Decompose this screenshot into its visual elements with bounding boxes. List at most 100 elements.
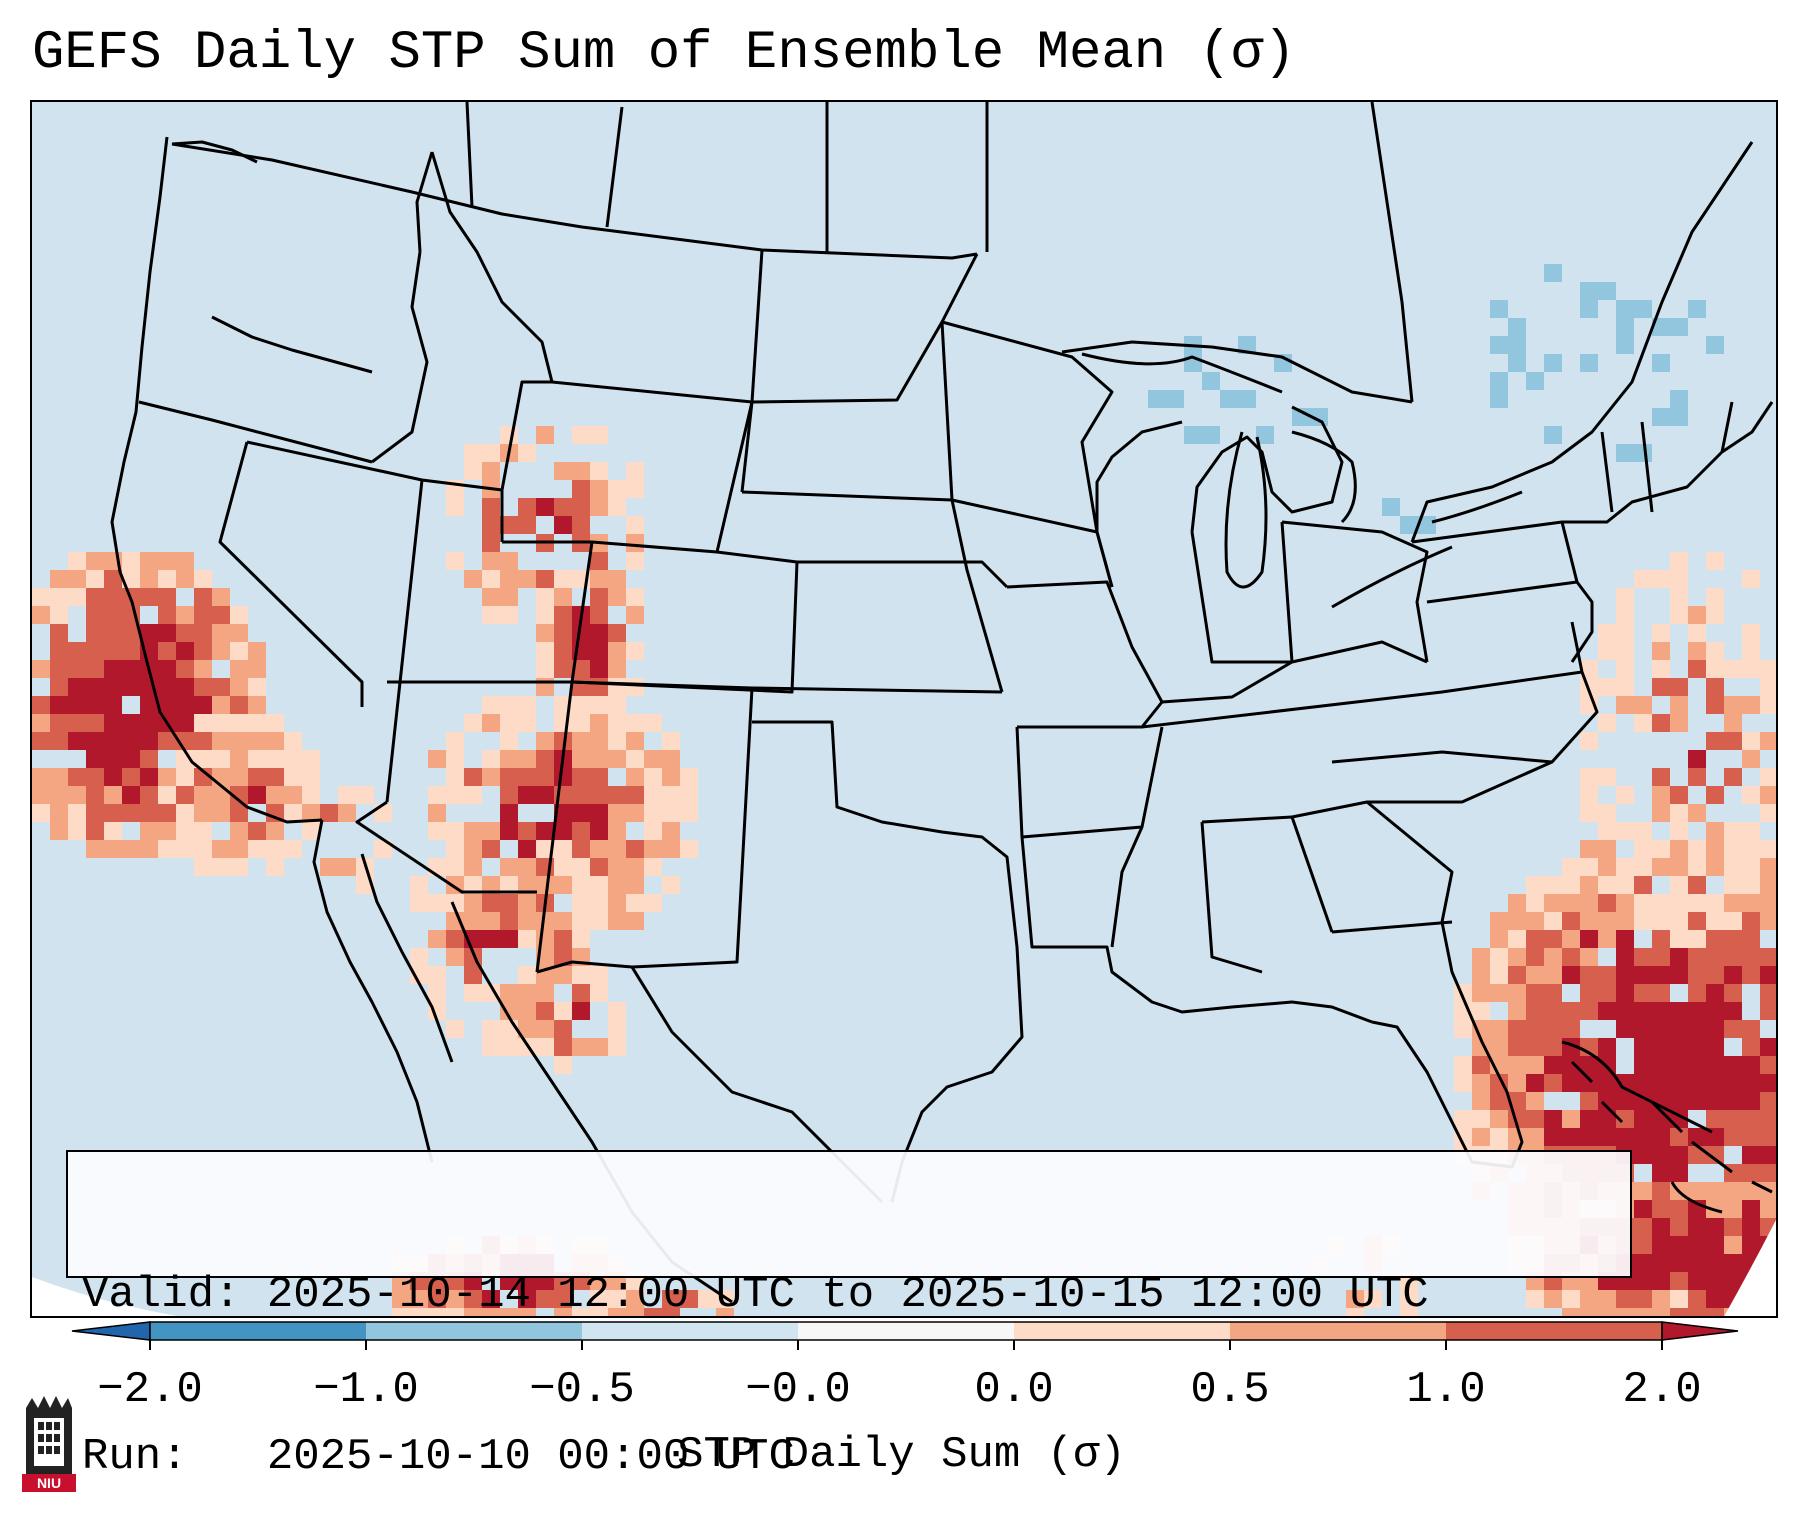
anomaly-cell xyxy=(1760,1056,1776,1074)
great-lakes xyxy=(1081,352,1523,609)
anomaly-cell xyxy=(392,1290,410,1308)
anomaly-cell xyxy=(1724,660,1742,678)
anomaly-cell xyxy=(1490,1092,1508,1110)
anomaly-cell xyxy=(356,786,374,804)
anomaly-cell xyxy=(1652,768,1670,786)
anomaly-cell xyxy=(1508,1020,1526,1038)
anomaly-cell xyxy=(644,858,662,876)
anomaly-cell xyxy=(1688,768,1706,786)
anomaly-cell xyxy=(608,1038,626,1056)
anomaly-cell xyxy=(158,624,176,642)
anomaly-cell xyxy=(176,696,194,714)
anomaly-cell xyxy=(590,1038,608,1056)
colorbar-bin xyxy=(582,1322,798,1340)
anomaly-cell xyxy=(1616,318,1634,336)
anomaly-cell xyxy=(1490,372,1508,390)
anomaly-cell xyxy=(1580,930,1598,948)
anomaly-cell xyxy=(410,966,428,984)
anomaly-cell xyxy=(554,822,572,840)
anomaly-cell xyxy=(1616,948,1634,966)
anomaly-cell xyxy=(590,786,608,804)
anomaly-cell xyxy=(194,786,212,804)
anomaly-cell xyxy=(1688,1092,1706,1110)
anomaly-cell xyxy=(1706,1092,1724,1110)
anomaly-cell xyxy=(1580,282,1598,300)
anomaly-cell xyxy=(1544,1128,1562,1146)
anomaly-cell xyxy=(1580,300,1598,318)
anomaly-cell xyxy=(1634,1146,1652,1164)
anomaly-cell xyxy=(122,642,140,660)
anomaly-cell xyxy=(554,858,572,876)
anomaly-cell xyxy=(500,930,518,948)
anomaly-cell xyxy=(536,570,554,588)
anomaly-cell xyxy=(1634,1254,1652,1272)
anomaly-cell xyxy=(86,768,104,786)
anomaly-cell xyxy=(1400,1290,1418,1308)
anomaly-cell xyxy=(122,804,140,822)
anomaly-cell xyxy=(590,552,608,570)
anomaly-cell xyxy=(1688,984,1706,1002)
anomaly-cell xyxy=(1688,642,1706,660)
anomaly-cell xyxy=(1616,858,1634,876)
anomaly-cell xyxy=(176,714,194,732)
anomaly-cell xyxy=(32,696,50,714)
anomaly-cell xyxy=(1652,1002,1670,1020)
anomaly-cell xyxy=(554,606,572,624)
anomaly-cell xyxy=(1760,786,1776,804)
anomaly-cell xyxy=(86,804,104,822)
anomaly-cell xyxy=(1508,966,1526,984)
anomaly-cell xyxy=(194,606,212,624)
anomaly-cell xyxy=(626,804,644,822)
anomaly-cell xyxy=(1652,354,1670,372)
anomaly-cell xyxy=(626,840,644,858)
anomaly-cell xyxy=(464,984,482,1002)
anomaly-cell xyxy=(1670,696,1688,714)
anomaly-cell xyxy=(104,804,122,822)
anomaly-cell xyxy=(1508,984,1526,1002)
anomaly-cell xyxy=(158,570,176,588)
anomaly-cell xyxy=(1346,1308,1364,1316)
anomaly-cell xyxy=(1760,1146,1776,1164)
anomaly-cell xyxy=(518,1308,536,1316)
anomaly-cell xyxy=(1526,1038,1544,1056)
anomaly-cell xyxy=(536,498,554,516)
anomaly-cell xyxy=(590,678,608,696)
anomaly-cell xyxy=(1652,1254,1670,1272)
anomaly-cell xyxy=(1670,876,1688,894)
colorbar-bin xyxy=(1230,1322,1446,1340)
anomaly-cell xyxy=(68,714,86,732)
anomaly-cell xyxy=(1688,804,1706,822)
anomaly-cell xyxy=(1652,678,1670,696)
anomaly-cell xyxy=(50,624,68,642)
anomaly-cell xyxy=(1688,1038,1706,1056)
anomaly-cell xyxy=(1616,1128,1634,1146)
anomaly-cell xyxy=(1508,930,1526,948)
anomaly-cell xyxy=(1742,1218,1760,1236)
anomaly-cell xyxy=(680,840,698,858)
anomaly-cell xyxy=(1670,948,1688,966)
anomaly-cell xyxy=(1706,1110,1724,1128)
anomaly-cell xyxy=(1724,930,1742,948)
anomaly-cell xyxy=(1526,1056,1544,1074)
anomaly-cell xyxy=(1562,1002,1580,1020)
anomaly-cell xyxy=(1598,768,1616,786)
anomaly-cell xyxy=(1652,624,1670,642)
anomaly-cell xyxy=(1760,1038,1776,1056)
anomaly-cell xyxy=(536,1002,554,1020)
anomaly-cell xyxy=(1508,1038,1526,1056)
anomaly-cell xyxy=(1634,966,1652,984)
anomaly-cell xyxy=(518,714,536,732)
anomaly-cell xyxy=(104,624,122,642)
anomaly-cell xyxy=(1724,1110,1742,1128)
colorbar-tick-label: −0.0 xyxy=(745,1365,851,1415)
anomaly-cell xyxy=(1742,750,1760,768)
colorbar-bin xyxy=(1446,1322,1662,1340)
anomaly-cell xyxy=(482,516,500,534)
anomaly-cell xyxy=(608,750,626,768)
anomaly-cell xyxy=(1544,426,1562,444)
anomaly-cell xyxy=(1742,660,1760,678)
anomaly-cell xyxy=(644,822,662,840)
anomaly-cell xyxy=(140,732,158,750)
anomaly-cell xyxy=(1598,1128,1616,1146)
anomaly-cell xyxy=(500,552,518,570)
